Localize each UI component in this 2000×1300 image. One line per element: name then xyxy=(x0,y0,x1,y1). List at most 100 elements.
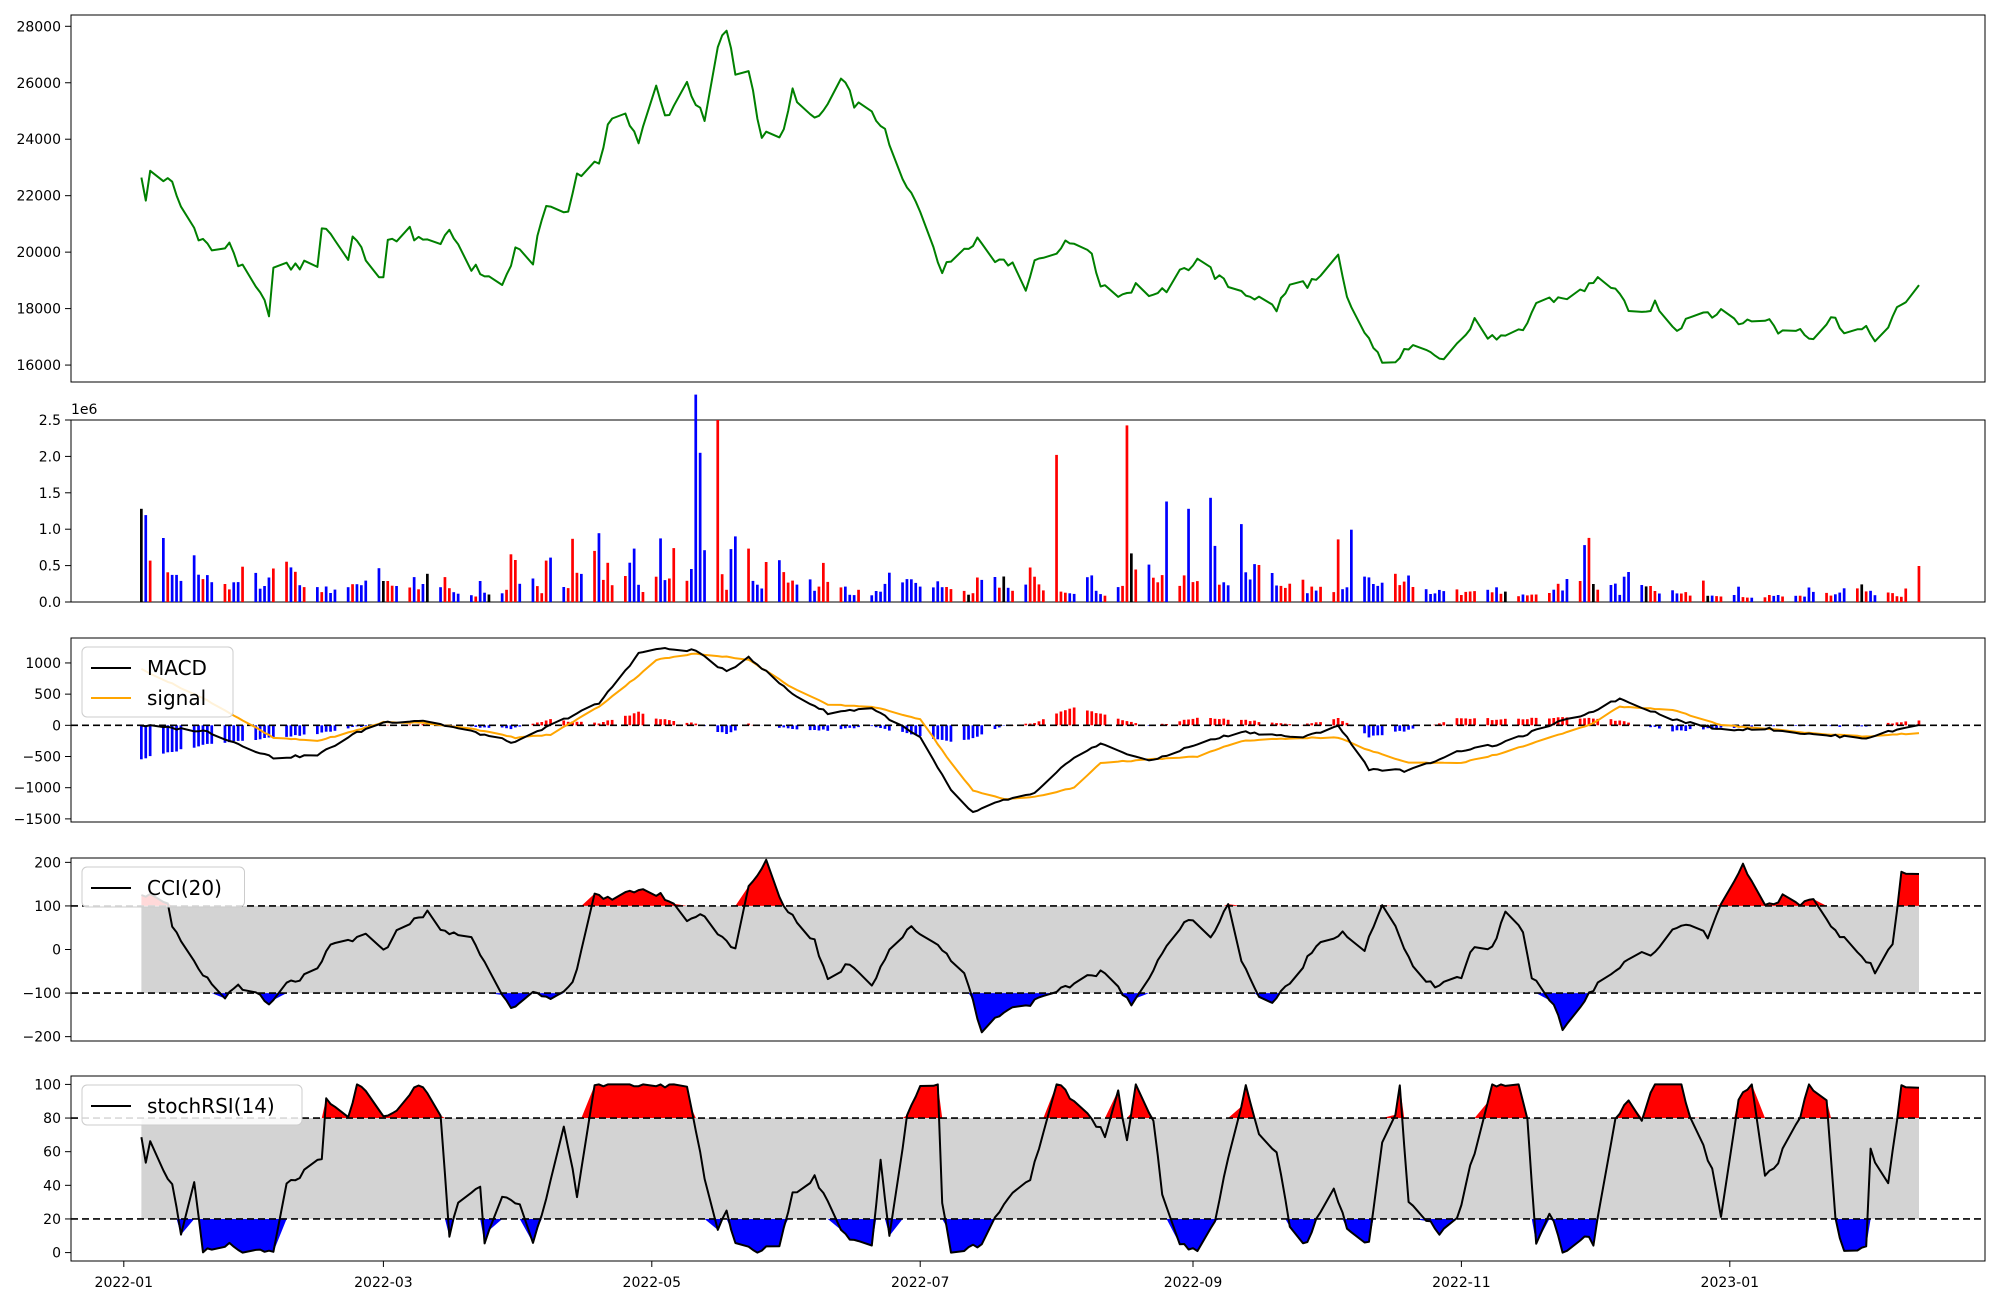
volume-bar xyxy=(808,579,812,602)
price-y-tick-label: 16000 xyxy=(16,358,61,374)
macd-histogram-bar xyxy=(316,725,319,735)
macd-y-tick-label: 0 xyxy=(52,718,61,734)
macd-y-tick-label: −500 xyxy=(23,750,61,766)
macd-histogram-bar xyxy=(1649,725,1652,728)
volume-bar xyxy=(201,579,205,602)
volume-bar xyxy=(439,587,442,602)
volume-bar xyxy=(509,554,513,602)
macd-histogram-bar xyxy=(1376,725,1380,736)
volume-bar xyxy=(386,581,390,602)
volume-bar xyxy=(844,586,847,602)
macd-histogram-bar xyxy=(668,720,671,726)
macd-histogram-bar xyxy=(1622,721,1626,726)
macd-histogram-bar xyxy=(1064,710,1067,726)
macd-histogram-bar xyxy=(1372,725,1375,736)
macd-histogram-bar xyxy=(1750,725,1754,727)
volume-bar xyxy=(1684,592,1688,602)
volume-bar xyxy=(1165,501,1168,602)
volume-bar xyxy=(1257,565,1261,602)
macd-histogram-bar xyxy=(1257,722,1261,726)
macd-y-tick-label: 1000 xyxy=(25,656,61,672)
volume-bar xyxy=(1548,593,1551,602)
volume-bar xyxy=(1363,576,1366,602)
volume-bar xyxy=(1024,584,1028,602)
macd-histogram-bar xyxy=(808,725,812,731)
volume-bar xyxy=(1763,597,1767,602)
volume-bar xyxy=(1429,594,1432,602)
volume-bar xyxy=(1068,593,1072,602)
macd-histogram-bar xyxy=(1530,717,1534,726)
macd-histogram-bar xyxy=(976,725,979,737)
macd-histogram-bar xyxy=(993,725,997,729)
volume-bar xyxy=(1622,576,1626,602)
volume-bar xyxy=(1556,583,1560,602)
volume-bar xyxy=(1587,537,1591,602)
volume-bar xyxy=(597,533,601,602)
macd-histogram-bar xyxy=(289,725,293,737)
volume-bar xyxy=(412,577,416,602)
cci-y-tick-label: 0 xyxy=(52,943,61,959)
cci-band xyxy=(141,905,1919,994)
volume-bar xyxy=(320,592,324,602)
volume-bar xyxy=(1856,588,1859,602)
volume-bar xyxy=(1442,591,1446,602)
macd-histogram-bar xyxy=(1521,719,1525,726)
volume-bar xyxy=(606,562,610,602)
volume-bar xyxy=(940,587,944,602)
macd-histogram-bar xyxy=(610,719,614,726)
volume-bar xyxy=(914,582,918,602)
macd-histogram-bar xyxy=(1715,725,1718,729)
volume-bar xyxy=(1812,591,1815,602)
volume-bar xyxy=(478,581,482,602)
macd-histogram-bar xyxy=(514,725,517,728)
macd-histogram-bar xyxy=(580,721,583,726)
macd-histogram-bar xyxy=(232,725,236,742)
volume-bar xyxy=(1002,576,1006,602)
macd-histogram-bar xyxy=(874,725,878,728)
volume-bar xyxy=(1094,590,1098,602)
volume-bar xyxy=(1517,596,1520,602)
volume-bar xyxy=(852,595,856,602)
volume-bar xyxy=(1825,592,1828,602)
volume-bar xyxy=(1592,584,1595,602)
volume-bar xyxy=(1147,564,1151,602)
volume-bar xyxy=(747,548,750,602)
macd-histogram-bar xyxy=(1455,718,1459,726)
volume-bar xyxy=(1873,595,1877,602)
macd-histogram-bar xyxy=(474,725,478,727)
stoch-legend xyxy=(81,1084,303,1126)
macd-histogram-bar xyxy=(1411,725,1415,729)
volume-bar xyxy=(144,515,148,602)
macd-histogram-bar xyxy=(1658,725,1661,729)
volume-bar xyxy=(1248,579,1252,602)
macd-histogram-bar xyxy=(1900,722,1903,726)
volume-bar xyxy=(1376,585,1380,602)
volume-bar xyxy=(470,595,473,602)
volume-bar xyxy=(302,587,306,602)
macd-histogram-bar xyxy=(1055,713,1058,726)
volume-bar xyxy=(967,594,970,602)
volume-bar xyxy=(474,596,478,602)
macd-histogram-bar xyxy=(654,718,658,726)
volume-bar xyxy=(1886,592,1890,602)
volume-bar xyxy=(729,549,733,602)
volume-bar xyxy=(1288,583,1292,602)
volume-bar xyxy=(1741,597,1745,602)
macd-histogram-bar xyxy=(1653,725,1657,727)
macd-histogram-bar xyxy=(1209,718,1212,726)
macd-histogram-bar xyxy=(826,725,830,731)
volume-bar xyxy=(1776,595,1780,602)
volume-bar xyxy=(1798,595,1802,602)
macd-histogram-bar xyxy=(606,720,610,726)
volume-bar xyxy=(637,584,640,602)
volume-bar xyxy=(813,590,816,602)
volume-bar xyxy=(1688,595,1692,602)
volume-bar xyxy=(910,579,913,602)
volume-bar xyxy=(390,585,394,602)
stoch-y-tick-label: 80 xyxy=(43,1111,61,1127)
macd-histogram-bar xyxy=(663,719,667,726)
price-y-tick-label: 22000 xyxy=(16,189,61,205)
volume-bar xyxy=(918,586,922,602)
macd-histogram-bar xyxy=(562,720,566,726)
